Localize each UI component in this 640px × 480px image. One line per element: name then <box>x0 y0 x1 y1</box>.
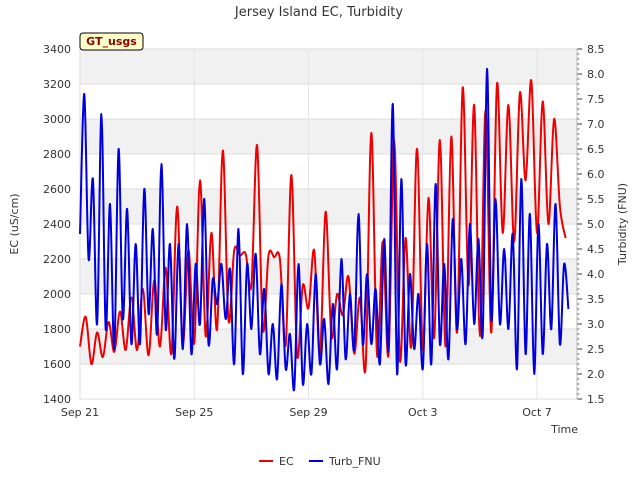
plot-band <box>80 154 577 189</box>
plot-band <box>80 329 577 364</box>
x-tick-label: Sep 25 <box>175 406 213 419</box>
plot-band <box>80 49 577 84</box>
source-badge: GT_usgs <box>79 32 144 51</box>
y-axis-left: 1400 1600 1800 2000 2200 2400 2600 2800 3000 3200… <box>43 43 71 406</box>
y-tick-label-left: 2000 <box>43 288 71 301</box>
plot-band <box>80 84 577 119</box>
y-tick-label-left: 1600 <box>43 358 71 371</box>
y-tick-label-right: 1.5 <box>587 393 605 406</box>
y-tick-label-left: 3000 <box>43 113 71 126</box>
y-axis-label-right: Turbidity (FNU) <box>616 183 629 266</box>
y-tick-label-left: 2200 <box>43 253 71 266</box>
source-badge-label: GT_usgs <box>86 35 137 48</box>
x-axis-label: Time <box>550 423 578 436</box>
y-tick-label-right: 7.5 <box>587 93 605 106</box>
y-tick-label-right: 4.0 <box>587 268 605 281</box>
y-tick-label-left: 2600 <box>43 183 71 196</box>
y-tick-label-left: 2800 <box>43 148 71 161</box>
y-axis-label-left: EC (uS/cm) <box>8 193 21 254</box>
y-tick-label-right: 6.0 <box>587 168 605 181</box>
legend: EC Turb_FNU <box>259 455 381 468</box>
legend-label: Turb_FNU <box>328 455 381 468</box>
y-tick-label-right: 3.5 <box>587 293 605 306</box>
legend-label: EC <box>279 455 294 468</box>
y-axis-right: 1.5 2.0 2.5 3.0 3.5 4.0 4.5 5.0 5.5 6.0 6.5 7.0 7.5 8… <box>576 43 605 406</box>
x-tick-label: Sep 21 <box>61 406 99 419</box>
y-tick-label-right: 8.0 <box>587 68 605 81</box>
y-tick-label-right: 4.5 <box>587 243 605 256</box>
plot-band <box>80 119 577 154</box>
y-tick-label-left: 1800 <box>43 323 71 336</box>
y-tick-label-right: 3.0 <box>587 318 605 331</box>
chart-title: Jersey Island EC, Turbidity <box>234 5 404 20</box>
y-tick-label-right: 6.5 <box>587 143 605 156</box>
y-tick-label-right: 2.5 <box>587 343 605 356</box>
y-tick-label-left: 3200 <box>43 78 71 91</box>
y-tick-label-right: 2.0 <box>587 368 605 381</box>
y-tick-label-right: 8.5 <box>587 43 605 56</box>
y-tick-label-left: 1400 <box>43 393 71 406</box>
x-axis: Sep 21 Sep 25 Sep 29 Oct 3 Oct 7 <box>61 406 552 419</box>
x-tick-label: Oct 7 <box>522 406 552 419</box>
source-badge-box <box>79 32 144 51</box>
y-tick-label-right: 5.5 <box>587 193 605 206</box>
y-tick-label-right: 5.0 <box>587 218 605 231</box>
x-tick-label: Sep 29 <box>289 406 327 419</box>
y-tick-label-right: 7.0 <box>587 118 605 131</box>
y-tick-label-left: 2400 <box>43 218 71 231</box>
series-layer <box>79 67 570 392</box>
y-tick-label-left: 3400 <box>43 43 71 56</box>
series-line-turb-fnu <box>79 67 570 392</box>
x-tick-label: Oct 3 <box>408 406 438 419</box>
